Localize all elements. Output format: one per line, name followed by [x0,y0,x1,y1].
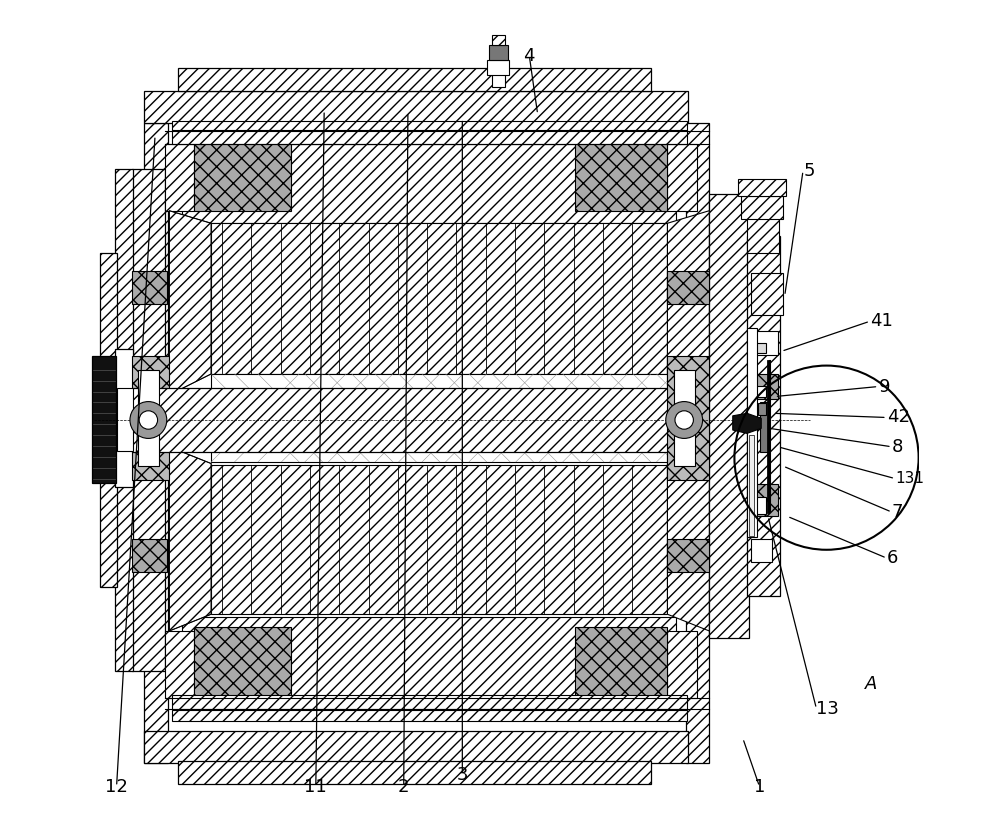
Bar [751,374,778,399]
Text: 42: 42 [887,408,910,427]
Circle shape [130,402,167,438]
Bar [172,121,687,131]
Bar [172,696,687,709]
Polygon shape [165,144,194,211]
Bar [144,732,688,764]
Bar [100,253,117,587]
Polygon shape [733,413,761,433]
Bar [194,627,291,706]
Polygon shape [165,631,194,698]
Bar [132,356,169,480]
Bar [138,370,159,466]
Bar [144,91,688,123]
Bar [117,388,133,451]
Bar [115,349,133,487]
Bar [709,194,749,638]
Text: 1: 1 [754,778,765,795]
Text: 2: 2 [398,778,409,795]
Bar [492,53,505,87]
Bar [747,202,779,253]
Bar [667,356,709,480]
Text: 9: 9 [878,377,890,396]
Text: 11: 11 [304,778,327,795]
Bar [492,35,505,45]
Polygon shape [667,631,697,698]
Bar [132,539,167,572]
Bar [92,355,116,483]
Circle shape [675,411,693,429]
Text: 6: 6 [887,549,898,567]
Bar [132,388,693,452]
Bar [211,465,667,614]
Bar [172,710,687,722]
Bar [172,130,687,144]
Text: 41: 41 [870,312,893,330]
Bar [751,485,778,517]
Bar [747,236,780,596]
Bar [211,374,667,462]
Text: 3: 3 [457,766,468,784]
Bar [686,123,709,764]
Bar [738,179,786,196]
Text: 4: 4 [524,47,535,65]
Polygon shape [169,211,211,395]
Bar [751,539,772,562]
Bar [144,123,168,764]
Bar [760,402,768,452]
Text: 131: 131 [895,471,924,486]
Text: 8: 8 [892,438,903,456]
Bar [178,761,651,785]
Bar [667,539,709,572]
Bar [211,223,667,374]
Bar [182,144,676,223]
Text: 7: 7 [892,503,903,521]
Bar [489,45,508,60]
Bar [753,331,778,354]
Bar [132,271,167,304]
Bar [132,169,165,671]
Bar [755,343,766,353]
Text: 13: 13 [816,700,839,718]
Bar [753,497,766,514]
Bar [575,131,667,211]
Circle shape [666,402,703,438]
Polygon shape [667,211,709,395]
Bar [747,328,757,538]
Bar [753,386,766,397]
Bar [741,196,783,219]
Bar [667,271,709,304]
Polygon shape [667,447,709,631]
Bar [178,67,651,91]
Bar [758,403,766,415]
Polygon shape [169,447,211,631]
Bar [115,169,133,671]
Bar [182,617,676,696]
Bar [575,627,667,706]
Bar [749,435,754,536]
Polygon shape [667,144,697,211]
Bar [674,370,695,466]
Bar [751,274,783,315]
Text: A: A [865,675,877,693]
Text: 5: 5 [803,161,815,180]
Bar [194,131,291,211]
Bar [487,60,509,75]
Text: 12: 12 [105,778,128,795]
Circle shape [139,411,158,429]
